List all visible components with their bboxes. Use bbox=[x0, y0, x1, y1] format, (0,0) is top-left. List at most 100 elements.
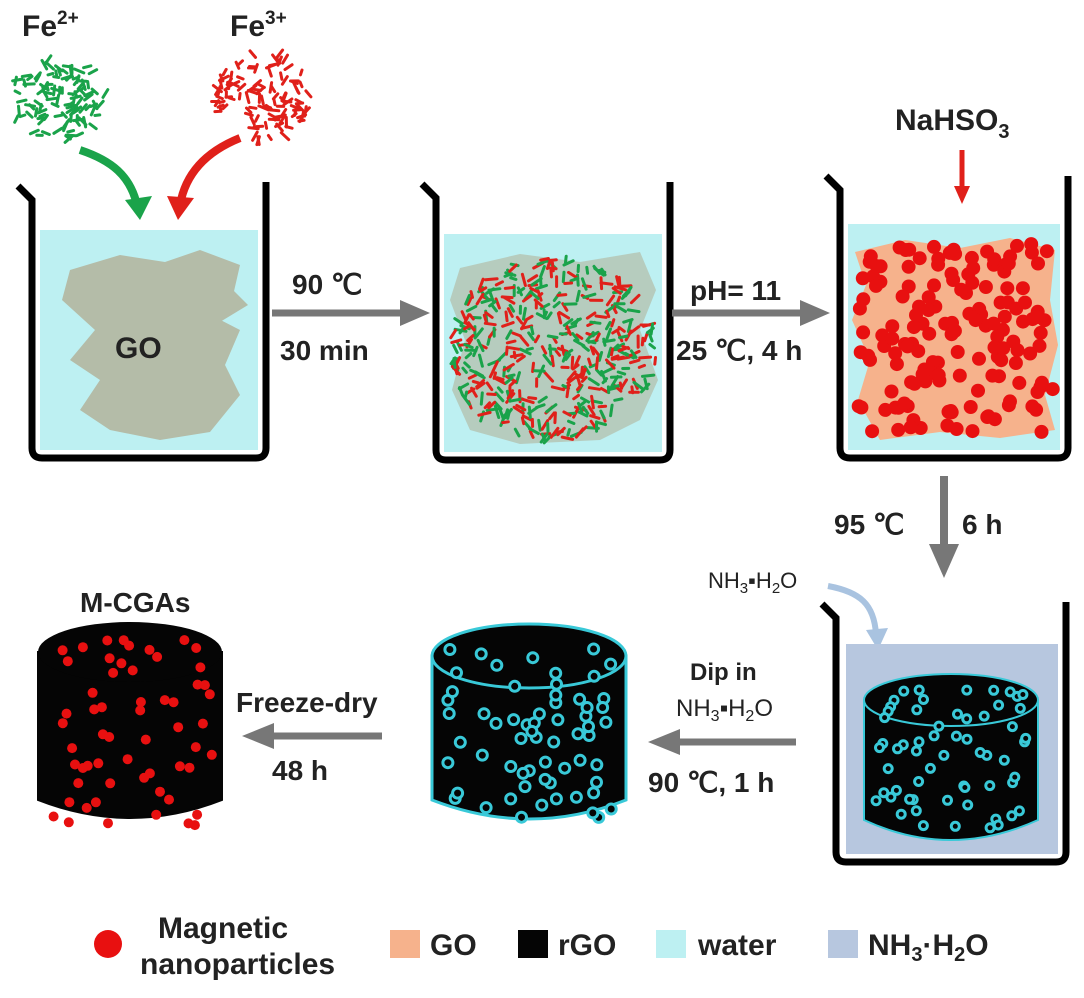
nanoparticle bbox=[573, 753, 587, 767]
ion-dash bbox=[629, 293, 641, 305]
step5-freeze: Freeze-dry bbox=[236, 687, 378, 718]
ion-dash bbox=[570, 355, 575, 370]
ion-dash bbox=[496, 386, 504, 394]
ion-dash bbox=[597, 404, 608, 409]
nanoparticle bbox=[888, 346, 903, 361]
nanoparticle bbox=[538, 772, 552, 786]
nanoparticle bbox=[972, 351, 986, 366]
nanoparticle bbox=[990, 329, 1005, 344]
nanoparticle bbox=[1004, 686, 1016, 698]
nanoparticle bbox=[1017, 689, 1029, 700]
ion-dash bbox=[567, 419, 576, 425]
ion-dash bbox=[542, 436, 551, 445]
ion-dash bbox=[484, 311, 494, 319]
ion-dash bbox=[247, 126, 260, 131]
nanoparticle bbox=[1006, 810, 1018, 822]
ion-dash bbox=[475, 292, 485, 306]
ion-dash bbox=[536, 289, 543, 302]
ion-dash bbox=[468, 313, 475, 321]
beaker-outline bbox=[819, 601, 1070, 866]
ion-dash bbox=[629, 358, 641, 365]
ion-dash bbox=[575, 368, 587, 380]
nanoparticle bbox=[892, 743, 903, 755]
nanoparticle bbox=[144, 644, 155, 655]
ion-dash bbox=[213, 99, 220, 108]
ion-dash bbox=[527, 274, 539, 283]
ion-dash bbox=[571, 332, 580, 342]
ion-dash bbox=[471, 380, 481, 385]
ion-dash bbox=[72, 77, 80, 87]
fe2-ion-cloud bbox=[11, 54, 110, 144]
legend: Magnetic nanoparticles GO rGO water NH3·… bbox=[94, 912, 989, 981]
nanoparticle bbox=[853, 345, 868, 360]
ion-dash bbox=[89, 106, 96, 117]
ion-dash bbox=[505, 345, 509, 356]
ion-dash bbox=[615, 304, 627, 313]
product-label: M-CGAs bbox=[80, 587, 190, 618]
nanoparticle bbox=[981, 409, 996, 424]
nanoparticle bbox=[997, 309, 1012, 324]
ion-dash bbox=[474, 370, 485, 378]
ion-dash bbox=[605, 358, 616, 370]
ion-dash bbox=[488, 300, 497, 308]
ion-dash bbox=[461, 393, 471, 406]
ion-dash bbox=[547, 347, 557, 351]
step2-arrowhead bbox=[800, 300, 830, 326]
ion-dash bbox=[75, 131, 84, 137]
nanoparticle bbox=[102, 635, 113, 646]
ion-dash bbox=[540, 419, 550, 431]
nanoparticle bbox=[535, 798, 549, 812]
ion-dash bbox=[587, 377, 600, 387]
nanoparticle bbox=[192, 809, 203, 820]
nanoparticle bbox=[140, 734, 151, 745]
legend-nh3h2o-swatch bbox=[828, 930, 858, 958]
ion-dash bbox=[279, 131, 291, 142]
nanoparticle bbox=[96, 702, 107, 713]
ion-dash bbox=[609, 403, 614, 418]
nanoparticle bbox=[925, 355, 940, 370]
ion-dash bbox=[262, 104, 272, 110]
ion-dash bbox=[265, 63, 277, 70]
nanoparticle bbox=[910, 805, 922, 817]
step4-conditions: 90 ℃, 1 h bbox=[648, 767, 774, 798]
ion-dash bbox=[554, 349, 562, 357]
nanoparticle bbox=[921, 303, 936, 318]
ion-dash bbox=[453, 317, 464, 326]
ion-dash bbox=[520, 319, 528, 331]
nanoparticle bbox=[586, 806, 600, 820]
ion-dash bbox=[464, 352, 473, 360]
nanoparticle bbox=[61, 708, 72, 719]
ion-dash bbox=[93, 113, 102, 117]
nanoparticle bbox=[1018, 295, 1032, 310]
ion-dash bbox=[78, 103, 88, 114]
nanoparticle bbox=[910, 745, 922, 757]
ion-dash bbox=[295, 102, 305, 112]
ion-dash bbox=[516, 286, 523, 297]
nanoparticle bbox=[547, 735, 561, 749]
ion-dash bbox=[545, 403, 558, 414]
nanoparticle bbox=[906, 320, 921, 335]
beaker-2 bbox=[419, 181, 674, 464]
nanoparticle bbox=[862, 254, 877, 269]
nanoparticle bbox=[984, 780, 996, 792]
ion-dash bbox=[592, 264, 602, 275]
ion-dash bbox=[501, 420, 510, 425]
nanoparticle bbox=[453, 735, 467, 749]
ion-dash bbox=[89, 102, 99, 108]
nanoparticle bbox=[962, 799, 974, 811]
legend-nh3h2o-label: NH3·H2O bbox=[868, 929, 989, 966]
ion-dash bbox=[274, 48, 285, 60]
ion-dash bbox=[653, 356, 657, 366]
legend-water-label: water bbox=[697, 929, 777, 962]
fe-ion-mixture bbox=[449, 254, 657, 445]
ion-dash bbox=[556, 426, 566, 437]
ion-dash bbox=[545, 259, 552, 270]
nanoparticle bbox=[998, 754, 1010, 766]
ion-dash bbox=[217, 99, 226, 104]
beaker-3 bbox=[823, 173, 1072, 462]
ion-dash bbox=[54, 64, 64, 73]
step1-arrowhead bbox=[400, 300, 430, 326]
nanoparticle bbox=[949, 820, 961, 832]
ion-dash bbox=[46, 72, 55, 77]
ion-dash bbox=[509, 353, 524, 359]
